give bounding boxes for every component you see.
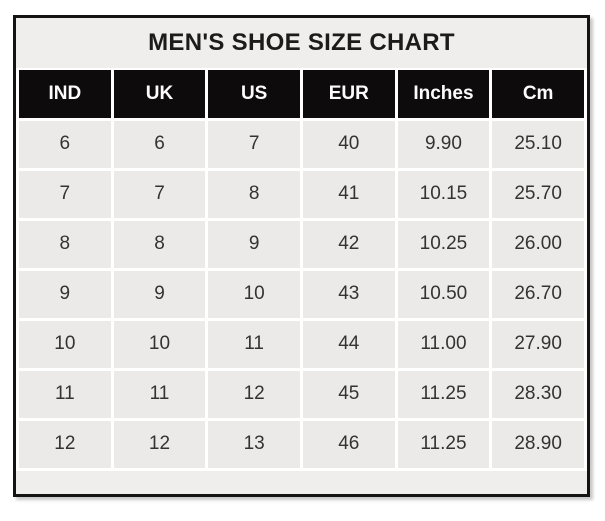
table-row: 9 9 10 43 10.50 26.70 <box>16 267 587 321</box>
chart-title: MEN'S SHOE SIZE CHART <box>16 18 587 68</box>
cell-inches: 10.25 <box>394 217 493 271</box>
cell-ind: 7 <box>16 167 114 221</box>
column-header-eur: EUR <box>299 68 398 121</box>
cell-ind: 12 <box>16 417 114 471</box>
cell-cm: 27.90 <box>489 317 587 371</box>
cell-inches: 11.00 <box>394 317 493 371</box>
table-row: 10 10 11 44 11.00 27.90 <box>16 317 587 371</box>
cell-eur: 40 <box>299 117 398 171</box>
cell-ind: 11 <box>16 367 114 421</box>
size-table-body: 6 6 7 40 9.90 25.10 7 7 8 41 10.15 25.70 8 8 9 42 10.25 2… <box>16 117 587 471</box>
cell-cm: 25.10 <box>489 117 587 171</box>
column-header-inches: Inches <box>394 68 493 121</box>
cell-us: 12 <box>205 367 303 421</box>
cell-us: 9 <box>205 217 303 271</box>
cell-ind: 6 <box>16 117 114 171</box>
cell-uk: 10 <box>110 317 209 371</box>
cell-uk: 11 <box>110 367 209 421</box>
header-row: IND UK US EUR Inches Cm <box>16 68 587 121</box>
cell-us: 7 <box>205 117 303 171</box>
cell-cm: 25.70 <box>489 167 587 221</box>
table-row: 11 11 12 45 11.25 28.30 <box>16 367 587 421</box>
cell-eur: 45 <box>299 367 398 421</box>
cell-cm: 28.30 <box>489 367 587 421</box>
table-row: 6 6 7 40 9.90 25.10 <box>16 117 587 171</box>
cell-inches: 10.50 <box>394 267 493 321</box>
cell-inches: 11.25 <box>394 417 493 471</box>
column-header-ind: IND <box>16 68 114 121</box>
cell-us: 11 <box>205 317 303 371</box>
column-header-us: US <box>205 68 303 121</box>
cell-uk: 12 <box>110 417 209 471</box>
size-table-header: IND UK US EUR Inches Cm <box>16 68 587 121</box>
cell-uk: 7 <box>110 167 209 221</box>
cell-inches: 11.25 <box>394 367 493 421</box>
cell-eur: 41 <box>299 167 398 221</box>
cell-inches: 10.15 <box>394 167 493 221</box>
column-header-cm: Cm <box>489 68 587 121</box>
cell-eur: 46 <box>299 417 398 471</box>
cell-uk: 6 <box>110 117 209 171</box>
cell-eur: 44 <box>299 317 398 371</box>
shoe-size-chart: MEN'S SHOE SIZE CHART IND UK US EUR Inch… <box>13 15 590 497</box>
column-header-uk: UK <box>110 68 209 121</box>
cell-uk: 8 <box>110 217 209 271</box>
cell-us: 10 <box>205 267 303 321</box>
cell-uk: 9 <box>110 267 209 321</box>
cell-us: 13 <box>205 417 303 471</box>
cell-inches: 9.90 <box>394 117 493 171</box>
table-row: 8 8 9 42 10.25 26.00 <box>16 217 587 271</box>
cell-cm: 26.00 <box>489 217 587 271</box>
table-row: 7 7 8 41 10.15 25.70 <box>16 167 587 221</box>
table-row: 12 12 13 46 11.25 28.90 <box>16 417 587 471</box>
cell-eur: 43 <box>299 267 398 321</box>
cell-ind: 9 <box>16 267 114 321</box>
size-table: IND UK US EUR Inches Cm 6 6 7 40 9.90 25.10 7 7… <box>16 68 587 471</box>
cell-us: 8 <box>205 167 303 221</box>
cell-ind: 8 <box>16 217 114 271</box>
cell-cm: 26.70 <box>489 267 587 321</box>
cell-cm: 28.90 <box>489 417 587 471</box>
cell-ind: 10 <box>16 317 114 371</box>
cell-eur: 42 <box>299 217 398 271</box>
